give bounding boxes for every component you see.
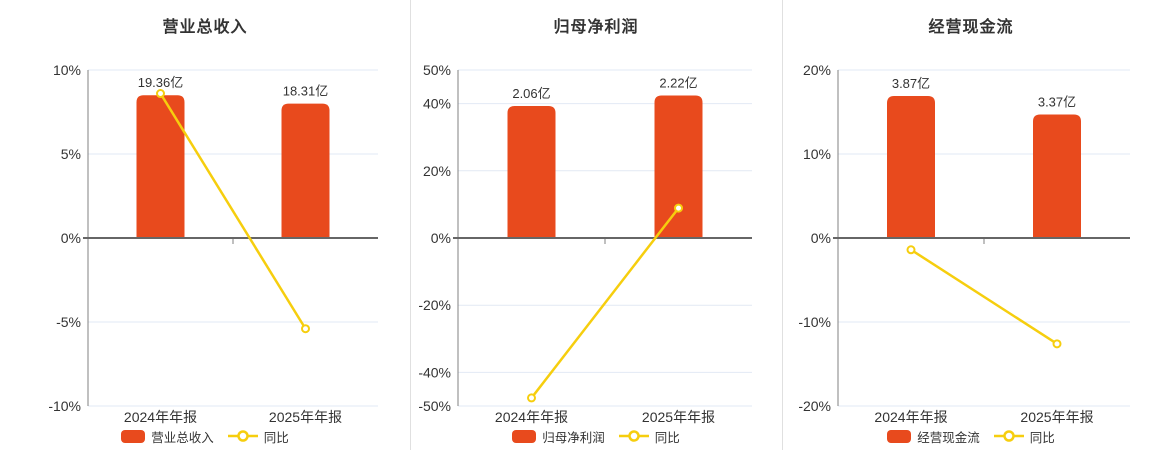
bar xyxy=(887,96,935,238)
x-category-label: 2024年年报 xyxy=(495,409,568,425)
chart-title: 营业总收入 xyxy=(162,19,248,36)
y-tick-label: -10% xyxy=(798,314,831,330)
line-legend-marker[interactable] xyxy=(993,429,1024,443)
bar-value-label: 3.37亿 xyxy=(1038,95,1076,110)
line-legend-label[interactable]: 同比 xyxy=(654,430,680,445)
yoy-line xyxy=(159,92,307,330)
bar-value-label: 2.06亿 xyxy=(512,86,550,101)
y-tick-label: 0% xyxy=(61,230,81,246)
chart-title: 经营现金流 xyxy=(928,19,1014,36)
panel-divider xyxy=(410,0,411,450)
bar xyxy=(281,103,330,238)
x-category-label: 2025年年报 xyxy=(269,409,342,425)
y-tick-label: 0% xyxy=(431,230,451,246)
y-tick-label: 20% xyxy=(423,163,451,179)
y-tick-label: 10% xyxy=(803,146,831,162)
x-category-label: 2024年年报 xyxy=(124,409,197,425)
bar-legend-swatch[interactable] xyxy=(121,429,146,443)
y-tick-label: -50% xyxy=(418,398,451,414)
yoy-line-point xyxy=(527,393,536,403)
line-legend-marker-glyph xyxy=(227,430,258,442)
x-category-label: 2024年年报 xyxy=(874,409,947,425)
chart-legend: 经营现金流 同比 xyxy=(782,427,1160,445)
bar-value-label: 3.87亿 xyxy=(892,76,930,91)
x-category-label: 2025年年报 xyxy=(642,409,715,425)
yoy-line-point xyxy=(1052,339,1062,349)
bar xyxy=(1033,114,1081,238)
chart-cell-operating-cash-flow: 20% 10% 0% -10% -20% 3.87亿 2024年年报 3.37亿 2025年年报… xyxy=(782,0,1160,450)
yoy-line-point xyxy=(674,203,683,213)
y-tick-label: 0% xyxy=(811,230,831,246)
bar xyxy=(507,105,556,239)
y-tick-label: 20% xyxy=(803,62,831,78)
bar-legend-label[interactable]: 经营现金流 xyxy=(917,430,980,445)
chart-plot: 20% 10% 0% -10% -20% 3.87亿 2024年年报 3.37亿 2025年年报 xyxy=(798,62,1130,425)
bar-value-label: 2.22亿 xyxy=(659,76,697,91)
yoy-line xyxy=(910,248,1058,345)
bar-legend-label[interactable]: 归母净利润 xyxy=(542,430,605,445)
y-tick-label: 5% xyxy=(61,146,81,162)
y-tick-label: 50% xyxy=(423,62,451,78)
chart-plot: 50% 40% 20% 0% -20% -40% -50% 2.06亿 2024年年报 2.22亿… xyxy=(418,62,752,425)
bar-legend-swatch[interactable] xyxy=(512,429,537,443)
yoy-line xyxy=(530,207,680,399)
line-legend-label[interactable]: 同比 xyxy=(263,430,289,445)
y-tick-label: 10% xyxy=(53,62,81,78)
line-legend-marker[interactable] xyxy=(618,429,649,443)
chart-legend: 归母净利润 同比 xyxy=(410,427,782,445)
x-category-label: 2025年年报 xyxy=(1020,409,1093,425)
yoy-line-point xyxy=(301,324,310,334)
y-tick-label: -5% xyxy=(56,314,81,330)
bar-legend-swatch[interactable] xyxy=(887,429,912,443)
y-tick-label: -20% xyxy=(798,398,831,414)
y-tick-label: -20% xyxy=(418,297,451,313)
bar-legend-label[interactable]: 营业总收入 xyxy=(151,430,214,445)
bar xyxy=(136,95,185,238)
y-tick-label: 40% xyxy=(423,96,451,112)
line-legend-marker-glyph xyxy=(618,430,649,442)
yoy-line-point xyxy=(156,89,165,99)
line-legend-label[interactable]: 同比 xyxy=(1029,430,1055,445)
chart-cell-net-profit: 50% 40% 20% 0% -20% -40% -50% 2.06亿 2024年年报 2.22亿… xyxy=(410,0,782,450)
chart-plot: 10% 5% 0% -5% -10% 19.36亿 2024年年报 18.31亿 2025年年报 xyxy=(48,62,378,425)
bar-value-label: 19.36亿 xyxy=(138,75,184,90)
line-legend-marker-glyph xyxy=(993,430,1024,442)
line-legend-marker[interactable] xyxy=(227,429,258,443)
bar xyxy=(654,95,703,238)
chart-title: 归母净利润 xyxy=(553,19,639,36)
panel-divider xyxy=(782,0,783,450)
chart-cell-revenue: 10% 5% 0% -5% -10% 19.36亿 2024年年报 18.31亿 2025年年报… xyxy=(0,0,410,450)
chart-legend: 营业总收入 同比 xyxy=(0,427,410,445)
y-tick-label: -40% xyxy=(418,364,451,380)
bar-value-label: 18.31亿 xyxy=(283,84,329,99)
y-tick-label: -10% xyxy=(48,398,81,414)
yoy-line-point xyxy=(906,245,916,255)
